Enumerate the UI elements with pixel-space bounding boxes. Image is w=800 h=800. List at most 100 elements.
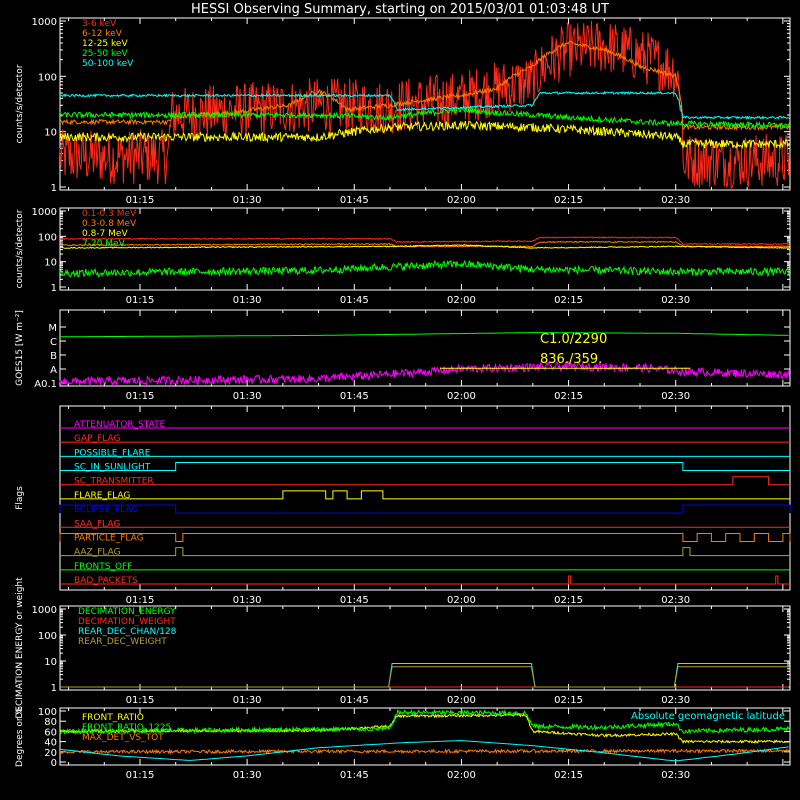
y-axis-label: Degrees or %: [15, 706, 25, 767]
legend-entry: 0.1-0.3 MeV: [82, 209, 137, 219]
y-tick-label: 100: [38, 232, 57, 243]
flag-label: AAZ_FLAG: [74, 548, 121, 558]
series-line-5: [59, 90, 790, 120]
y-tick-label: A: [50, 365, 57, 376]
x-tick-label: 01:30: [233, 195, 262, 206]
series-line-2: [59, 708, 790, 736]
series-line-4: [59, 740, 789, 762]
panel-3: 01:15 01:30 01:45 02:00 02:15 02:30 GOES15 [W …: [15, 309, 791, 402]
y-tick-label: 10: [44, 128, 57, 139]
legend-entry: 6-12 keV: [82, 29, 123, 39]
x-tick-label: 02:00: [447, 695, 476, 706]
x-tick-label: 01:45: [340, 770, 369, 781]
flag-label: GAP_FLAG: [74, 434, 120, 444]
y-tick-label: 40: [44, 738, 57, 749]
series-line-3: [59, 120, 790, 150]
x-tick-label: 02:00: [447, 295, 476, 306]
x-tick-label: 01:15: [126, 295, 155, 306]
y-tick-label: 1: [51, 283, 57, 294]
x-tick-label: 02:15: [554, 595, 583, 606]
series-line-2: [59, 40, 790, 132]
legend-entry: DECIMATION_ENERGY: [78, 607, 176, 617]
x-tick-label: 02:15: [554, 770, 583, 781]
legend-entry: DECIMATION_WEIGHT: [78, 617, 176, 627]
x-tick-label: 01:30: [233, 295, 262, 306]
series-line-1: [60, 332, 789, 338]
panel-frame: [59, 405, 791, 591]
legend-entry: MAX_DET_VS_TOT: [82, 733, 164, 743]
x-tick-label: 02:00: [447, 770, 476, 781]
x-tick-label: 01:45: [340, 195, 369, 206]
flag-label: ECLIPSE_FLAG: [74, 505, 138, 515]
flag-line-eclipse-flag: [59, 504, 791, 514]
panel-frame: [59, 707, 791, 766]
x-tick-label: 02:30: [661, 295, 690, 306]
y-tick-label: 100: [38, 72, 57, 83]
y-tick-label: A0.1: [34, 379, 57, 390]
panel-frame: [59, 605, 791, 691]
x-tick-label: 01:15: [126, 770, 155, 781]
panel-2: 01:15 01:30 01:45 02:00 02:15 02:30 counts/s/d…: [15, 207, 791, 306]
panel-frame: [59, 207, 791, 291]
y-tick-label: B: [50, 351, 57, 362]
x-tick-label: 01:45: [340, 295, 369, 306]
series-line-3: [59, 747, 790, 755]
chart-title: HESSI Observing Summary, starting on 201…: [191, 2, 609, 17]
y-axis-label: Flags: [15, 486, 25, 510]
x-tick-label: 02:30: [661, 770, 690, 781]
x-tick-label: 02:30: [661, 595, 690, 606]
y-tick-label: 1: [51, 683, 57, 694]
legend-entry: 12-25 keV: [82, 39, 128, 49]
x-tick-label: 02:15: [554, 195, 583, 206]
panel-6: 01:15 01:30 01:45 02:00 02:15 02:30 Degrees or…: [15, 706, 791, 781]
x-tick-label: 02:15: [554, 695, 583, 706]
y-axis-label: counts/s/detector: [15, 64, 25, 143]
goes-annotation: C1.0/2290: [540, 332, 607, 347]
flag-label: ATTENUATOR_STATE: [74, 420, 166, 430]
flag-label: POSSIBLE_FLARE: [74, 448, 151, 458]
y-tick-label: 0: [51, 758, 57, 769]
y-tick-label: 1000: [32, 17, 57, 28]
series-line-1: [59, 20, 790, 190]
legend-entry: 25-50 keV: [82, 49, 128, 59]
flag-line-particle-flag: [59, 532, 791, 542]
legend-entry: 50-100 keV: [82, 59, 134, 69]
y-tick-label: 100: [38, 631, 57, 642]
flag-label: SC_TRANSMITTER: [74, 477, 154, 487]
legend-entry: REAR_DEC_WEIGHT: [78, 637, 167, 647]
flag-line-aaz-flag: [60, 547, 790, 557]
y-tick-label: M: [48, 323, 57, 334]
series-line-4: [60, 666, 789, 688]
x-tick-label: 02:30: [661, 391, 690, 402]
panel-frame: [59, 17, 791, 191]
y-tick-label: C: [50, 337, 57, 348]
x-tick-label: 01:15: [126, 595, 155, 606]
x-tick-label: 01:15: [126, 695, 155, 706]
legend-entry: 3-6 keV: [82, 19, 117, 29]
panel-1: 01:15 01:30 01:45 02:00 02:15 02:30 counts/s/d…: [15, 17, 791, 206]
series-line-4: [59, 106, 790, 130]
y-tick-label: 20: [44, 748, 57, 759]
y-tick-label: 10: [44, 657, 57, 668]
x-tick-label: 01:30: [233, 595, 262, 606]
x-tick-label: 02:30: [661, 695, 690, 706]
goes-annotation: 836./359.: [540, 352, 602, 367]
y-tick-label: 1: [51, 183, 57, 194]
flag-line-bad-packets: [60, 575, 790, 585]
flag-line-flare-flag: [60, 490, 790, 500]
series-line-1: [59, 713, 790, 745]
y-tick-label: 10: [44, 258, 57, 269]
legend-entry: FRONT_RATIO_1225: [82, 723, 171, 733]
panel-4: 01:15 01:30 01:45 02:00 02:15 02:30 Flags ATTEN…: [15, 405, 791, 606]
y-tick-label: 60: [44, 727, 57, 738]
legend-entry: 0.3-0.8 MeV: [82, 219, 137, 229]
y-tick-label: 1000: [32, 207, 57, 218]
x-tick-label: 01:30: [233, 695, 262, 706]
series-line-1: [60, 236, 790, 246]
flag-label: SC_IN_SUNLIGHT: [74, 463, 151, 473]
series-line-3: [59, 244, 790, 249]
flag-label: BAD_PACKETS: [74, 576, 138, 586]
series-line-2: [59, 360, 790, 387]
y-axis-label: DECIMATION ENERGY or weight: [15, 577, 25, 719]
